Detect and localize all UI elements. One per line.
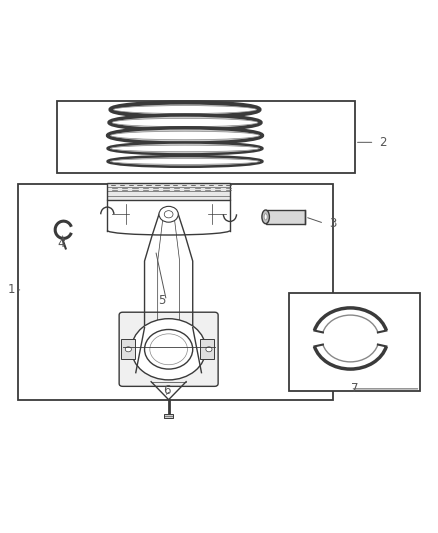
Text: 4: 4 <box>57 237 65 249</box>
Ellipse shape <box>111 158 259 164</box>
Ellipse shape <box>262 210 269 224</box>
Ellipse shape <box>264 214 267 220</box>
Ellipse shape <box>113 106 257 114</box>
Ellipse shape <box>108 156 262 167</box>
Bar <box>200 339 214 359</box>
Bar <box>121 339 135 359</box>
Ellipse shape <box>111 131 259 140</box>
Circle shape <box>159 206 178 222</box>
Text: 1: 1 <box>7 284 15 296</box>
Bar <box>265 210 305 224</box>
FancyBboxPatch shape <box>119 312 218 386</box>
Text: 2: 2 <box>379 136 387 149</box>
Text: 3: 3 <box>329 217 336 230</box>
Circle shape <box>145 329 193 369</box>
Bar <box>18 184 333 400</box>
Bar <box>107 183 230 200</box>
Circle shape <box>125 347 131 352</box>
Ellipse shape <box>108 128 262 143</box>
Bar <box>289 294 420 391</box>
Circle shape <box>164 211 173 218</box>
Ellipse shape <box>110 102 259 117</box>
Text: 7: 7 <box>351 382 359 395</box>
Ellipse shape <box>111 145 259 152</box>
Circle shape <box>150 334 187 365</box>
Ellipse shape <box>109 115 261 130</box>
Text: 5: 5 <box>159 294 166 307</box>
Ellipse shape <box>108 142 262 155</box>
Bar <box>164 414 173 418</box>
Ellipse shape <box>112 118 258 127</box>
Circle shape <box>131 319 206 380</box>
Bar <box>57 101 355 173</box>
Text: 6: 6 <box>162 384 170 397</box>
Circle shape <box>206 347 212 352</box>
